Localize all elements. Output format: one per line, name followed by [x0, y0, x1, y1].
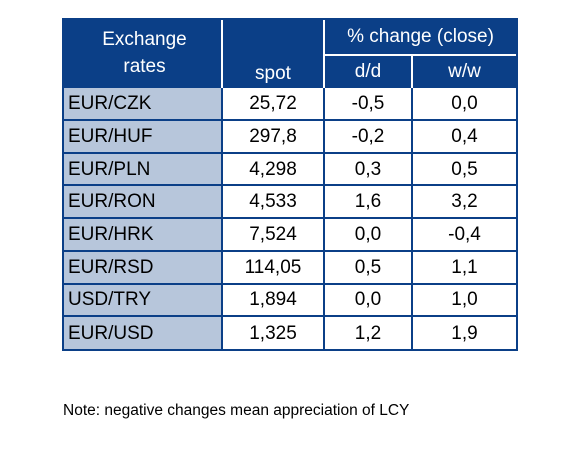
dd-cell: 1,6: [323, 184, 412, 219]
ww-header: w/w: [410, 54, 517, 88]
spot-cell: 297,8: [221, 119, 324, 153]
dd-cell: 0,0: [323, 282, 412, 317]
table-row: EUR/HRK 7,524 0,0 -0,4: [64, 217, 517, 251]
ww-cell: 0,0: [410, 86, 517, 121]
table-row: EUR/USD 1,325 1,2 1,9: [64, 315, 517, 349]
dd-cell: -0,5: [323, 86, 412, 121]
spot-cell: 114,05: [221, 249, 324, 284]
spot-cell: 1,325: [221, 315, 324, 349]
table-row: USD/TRY 1,894 0,0 1,0: [64, 282, 517, 317]
table-row: EUR/PLN 4,298 0,3 0,5: [64, 151, 517, 186]
pair-cell: EUR/RSD: [64, 249, 223, 284]
header-row-top: Exchange rates spot % change (close): [64, 20, 517, 88]
dd-cell: 0,3: [323, 151, 412, 186]
header-row-bottom: d/d w/w: [64, 54, 517, 88]
table-row: EUR/RSD 114,05 0,5 1,1: [64, 249, 517, 284]
pair-cell: USD/TRY: [64, 282, 223, 317]
dd-cell: 1,2: [323, 315, 412, 349]
ww-cell: 1,9: [410, 315, 517, 349]
spot-cell: 7,524: [221, 217, 324, 251]
pair-cell: EUR/USD: [64, 315, 223, 349]
table-row: EUR/HUF 297,8 -0,2 0,4: [64, 119, 517, 153]
ww-cell: 0,4: [410, 119, 517, 153]
spot-cell: 1,894: [221, 282, 324, 317]
table-row: EUR/RON 4,533 1,6 3,2: [64, 184, 517, 219]
ww-cell: 0,5: [410, 151, 517, 186]
spot-cell: 4,298: [221, 151, 324, 186]
footnote: Note: negative changes mean appreciation…: [63, 402, 410, 419]
ww-cell: 1,1: [410, 249, 517, 284]
table-row: EUR/CZK 25,72 -0,5 0,0: [64, 86, 517, 121]
ww-cell: -0,4: [410, 217, 517, 251]
pair-cell: EUR/CZK: [64, 86, 223, 121]
dd-cell: 0,5: [323, 249, 412, 284]
pair-cell: EUR/PLN: [64, 151, 223, 186]
pct-change-header: % change (close): [322, 20, 517, 56]
table-title-line1: Exchange: [102, 29, 187, 51]
spot-cell: 25,72: [221, 86, 324, 121]
pair-cell: EUR/HRK: [64, 217, 223, 251]
ww-cell: 3,2: [410, 184, 517, 219]
exchange-rates-table: Exchange rates spot % change (close) d/d…: [62, 18, 518, 351]
table-title-line2: rates: [123, 56, 166, 78]
dd-header: d/d: [323, 54, 412, 88]
ww-cell: 1,0: [410, 282, 517, 317]
table-title: Exchange rates: [64, 20, 222, 88]
pair-cell: EUR/RON: [64, 184, 223, 219]
spot-cell: 4,533: [221, 184, 324, 219]
dd-cell: -0,2: [323, 119, 412, 153]
dd-cell: 0,0: [323, 217, 412, 251]
spot-header: spot: [221, 20, 324, 88]
rates-grid: Exchange rates spot % change (close) d/d…: [64, 20, 517, 349]
pair-cell: EUR/HUF: [64, 119, 223, 153]
